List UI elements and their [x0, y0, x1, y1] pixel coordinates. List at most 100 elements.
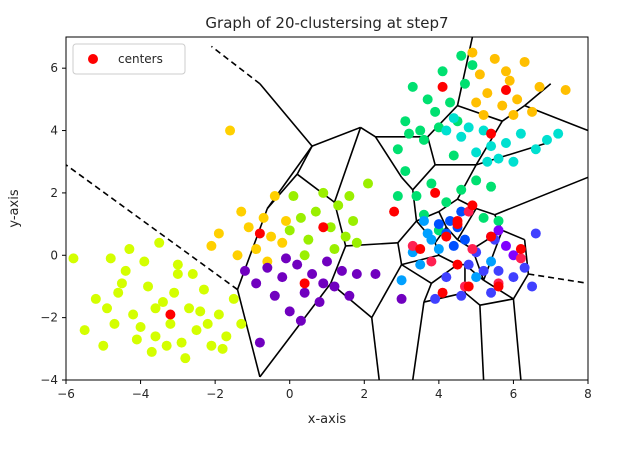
data-point: [486, 287, 497, 298]
voronoi-edge: [397, 220, 418, 244]
voronoi-edge: [370, 317, 380, 380]
data-point: [187, 268, 198, 279]
data-point: [530, 144, 541, 155]
data-point: [370, 268, 381, 279]
x-axis-label: x-axis: [308, 412, 347, 427]
data-point: [392, 144, 403, 155]
data-point: [392, 191, 403, 202]
data-point: [486, 181, 497, 192]
center-point: [437, 287, 448, 298]
data-point: [113, 287, 124, 298]
data-point: [500, 240, 511, 251]
data-point: [418, 215, 429, 226]
data-point: [228, 293, 239, 304]
legend-marker-centers: [88, 54, 98, 64]
data-point: [463, 122, 474, 133]
data-point: [284, 306, 295, 317]
data-point: [504, 75, 515, 86]
data-point: [415, 259, 426, 270]
data-point: [333, 200, 344, 211]
data-point: [415, 125, 426, 136]
data-point: [336, 265, 347, 276]
data-point: [459, 78, 470, 89]
x-tick-label: 0: [286, 387, 294, 401]
data-point: [303, 234, 314, 245]
data-point: [437, 66, 448, 77]
x-tick-label: 6: [510, 387, 518, 401]
data-point: [351, 237, 362, 248]
data-point: [262, 262, 273, 273]
data-point: [456, 131, 467, 142]
data-point: [206, 340, 217, 351]
data-point: [467, 47, 478, 58]
data-point: [500, 66, 511, 77]
voronoi-edge: [479, 305, 485, 380]
data-point: [225, 125, 236, 136]
data-point: [530, 228, 541, 239]
data-point: [310, 206, 321, 217]
voronoi-edge: [512, 273, 530, 300]
voronoi-edge: [423, 283, 433, 303]
data-point: [471, 175, 482, 186]
data-point: [553, 128, 564, 139]
center-point: [441, 231, 452, 242]
data-point: [519, 262, 530, 273]
voronoi-edge: [296, 173, 335, 203]
data-point: [102, 303, 113, 314]
data-point: [109, 318, 120, 329]
data-point: [482, 88, 493, 99]
data-point: [217, 343, 228, 354]
data-point: [422, 94, 433, 105]
data-point: [363, 178, 374, 189]
data-point: [314, 297, 325, 308]
center-point: [493, 281, 504, 292]
data-point: [105, 253, 116, 264]
data-point: [116, 278, 127, 289]
data-point: [195, 306, 206, 317]
data-point: [515, 253, 526, 264]
center-point: [299, 278, 310, 289]
data-point: [493, 265, 504, 276]
data-point: [512, 94, 523, 105]
data-point: [202, 318, 213, 329]
legend-box: [72, 43, 186, 75]
data-point: [180, 353, 191, 364]
data-point: [508, 156, 519, 167]
voronoi-edge: [501, 229, 525, 241]
data-point: [441, 272, 452, 283]
data-point: [169, 287, 180, 298]
data-point: [280, 253, 291, 264]
voronoi-edge: [524, 83, 552, 107]
voronoi-edge: [259, 83, 313, 147]
data-point: [307, 268, 318, 279]
data-point: [139, 256, 150, 267]
data-point: [243, 222, 254, 233]
data-point: [184, 303, 195, 314]
data-point: [456, 50, 467, 61]
data-point: [191, 325, 202, 336]
plot-area: [66, 37, 588, 380]
data-point: [560, 85, 571, 96]
data-point: [172, 259, 183, 270]
data-point: [448, 240, 459, 251]
data-point: [351, 268, 362, 279]
voronoi-edge: [360, 126, 376, 138]
data-point: [239, 265, 250, 276]
data-point: [165, 318, 176, 329]
center-point: [452, 215, 463, 226]
data-point: [254, 337, 265, 348]
data-point: [154, 237, 165, 248]
data-point: [396, 293, 407, 304]
voronoi-edge: [401, 263, 432, 285]
data-point: [448, 150, 459, 161]
data-point: [478, 265, 489, 276]
data-point: [404, 128, 415, 139]
data-point: [396, 275, 407, 286]
data-point: [221, 331, 232, 342]
center-point: [318, 222, 329, 233]
data-point: [90, 293, 101, 304]
data-point: [150, 331, 161, 342]
voronoi-edge: [512, 298, 522, 380]
data-point: [176, 337, 187, 348]
